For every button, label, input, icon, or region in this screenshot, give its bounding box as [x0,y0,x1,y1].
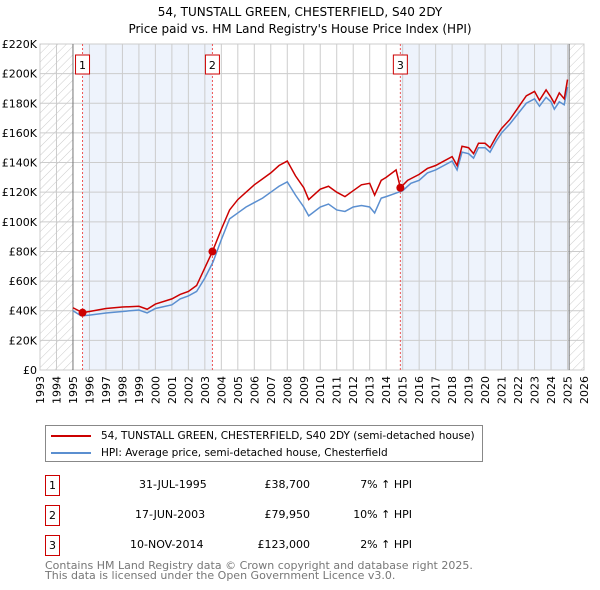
x-tick-label: 2002 [182,376,195,404]
sale-marker-box [204,54,220,75]
sale-row: 1 31-JUL-1995 £38,700 7% ↑ HPI [45,475,465,496]
hatched-region-after [569,44,584,370]
y-tick-label: £220K [2,38,38,51]
x-tick-label: 1996 [83,376,96,404]
series-line-hpi [72,86,569,317]
sale-date: 31-JUL-1995 [139,478,207,491]
x-tick-label: 2024 [545,376,558,404]
y-tick-label: £60K [9,275,38,288]
x-tick-label: 2006 [248,376,261,404]
legend-label: HPI: Average price, semi-detached house,… [101,447,388,459]
legend-label: 54, TUNSTALL GREEN, CHESTERFIELD, S40 2D… [101,430,475,442]
x-tick-label: 2005 [232,376,245,404]
x-tick-label: 1993 [34,376,47,404]
chart-subtitle: Price paid vs. HM Land Registry's House … [128,22,472,36]
chart-title: 54, TUNSTALL GREEN, CHESTERFIELD, S40 2D… [157,5,443,19]
x-tick-label: 2009 [298,376,311,404]
sale-price: £38,700 [264,478,311,491]
x-tick-label: 2018 [446,376,459,404]
x-tick-label: 2021 [496,376,509,404]
price-chart: 1993 1994 1995 1996 1997 1998 1999 2000 2001 2002… [2,38,591,404]
x-tick-label: 2017 [430,376,443,404]
x-tick-label: 1995 [67,376,80,404]
x-tick-label: 2007 [265,376,278,404]
sale-point [78,308,87,317]
sale-row: 2 17-JUN-2003 £79,950 10% ↑ HPI [45,505,465,526]
x-tick-label: 2016 [413,376,426,404]
y-tick-label: £0 [23,364,37,377]
x-tick-label: 2026 [578,376,591,404]
sale-marker-box [75,54,91,75]
x-tick-label: 1999 [133,376,146,404]
x-tick-label: 2011 [331,376,344,404]
y-tick-label: £100K [2,216,38,229]
x-tick-label: 2001 [166,376,179,404]
sale-hpi-diff: 7% ↑ HPI [360,478,412,491]
legend: 54, TUNSTALL GREEN, CHESTERFIELD, S40 2D… [45,425,483,462]
y-tick-label: £80K [9,245,38,258]
legend-line-hpi [51,452,91,454]
y-tick-label: £40K [9,305,38,318]
legend-line-property [51,435,91,437]
x-tick-label: 2013 [364,376,377,404]
x-tick-label: 2020 [479,376,492,404]
x-tick-label: 2000 [149,376,162,404]
sale-number: 1 [45,475,60,496]
x-tick-label: 2022 [512,376,525,404]
x-tick-label: 2014 [380,376,393,404]
x-tick-label: 1998 [116,376,129,404]
y-tick-label: £200K [2,68,38,81]
plot-border [39,43,585,371]
y-tick-label: £20K [9,334,38,347]
y-tick-label: £180K [2,97,38,110]
x-tick-label: 1997 [100,376,113,404]
sale-hpi-diff: 10% ↑ HPI [353,508,412,521]
sale-price: £79,950 [264,508,311,521]
x-tick-label: 2008 [281,376,294,404]
sale-row: 3 10-NOV-2014 £123,000 2% ↑ HPI [45,535,465,556]
x-tick-label: 2015 [397,376,410,404]
sale-marker-box [392,54,408,75]
x-tick-label: 2025 [562,376,575,404]
x-tick-label: 2012 [347,376,360,404]
sale-date: 17-JUN-2003 [135,508,206,521]
legend-item-hpi: HPI: Average price, semi-detached house,… [51,445,388,461]
x-tick-label: 1994 [50,376,63,404]
x-tick-label: 2003 [199,376,212,404]
y-tick-label: £140K [2,157,38,170]
sale-hpi-diff: 2% ↑ HPI [360,538,412,551]
y-tick-label: £120K [2,186,38,199]
series-line-property [72,79,569,314]
sale-date: 10-NOV-2014 [130,538,204,551]
sale-point [208,247,217,256]
x-tick-label: 2004 [215,376,228,404]
footer-line-1: Contains HM Land Registry data © Crown c… [45,559,473,572]
x-tick-label: 2023 [529,376,542,404]
sale-number: 3 [45,535,60,556]
sale-price: £123,000 [257,538,311,551]
x-tick-label: 2019 [463,376,476,404]
sale-point [396,183,405,192]
sale-number: 2 [45,505,60,526]
sale-marker-label: 2 [209,59,216,72]
y-tick-label: £160K [2,127,38,140]
shaded-period-1 [82,44,213,370]
legend-item-property: 54, TUNSTALL GREEN, CHESTERFIELD, S40 2D… [51,428,475,444]
x-tick-label: 2010 [314,376,327,404]
sale-marker-label: 3 [397,59,404,72]
footer-line-2: This data is licensed under the Open Gov… [45,569,396,582]
sale-marker-label: 1 [79,59,86,72]
